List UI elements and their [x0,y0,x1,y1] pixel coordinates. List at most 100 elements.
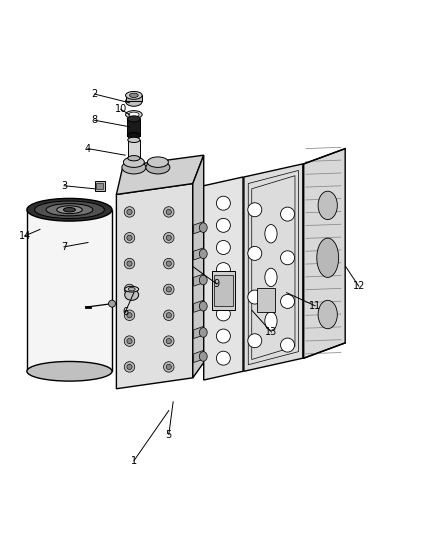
Ellipse shape [128,156,140,161]
Text: 4: 4 [85,143,91,154]
Text: 3: 3 [61,181,67,191]
Ellipse shape [57,206,82,214]
Ellipse shape [128,138,140,142]
Ellipse shape [27,361,112,381]
Ellipse shape [265,224,277,243]
Circle shape [248,246,262,261]
Text: 10: 10 [115,104,127,114]
Circle shape [166,364,171,369]
Circle shape [163,284,174,295]
Text: 14: 14 [18,231,31,241]
Text: 2: 2 [92,89,98,99]
Ellipse shape [126,96,142,106]
Text: 13: 13 [265,327,278,337]
Circle shape [166,338,171,344]
Ellipse shape [126,111,142,118]
Text: 11: 11 [309,301,321,311]
Circle shape [127,338,132,344]
Ellipse shape [148,157,168,167]
Ellipse shape [199,352,207,361]
Circle shape [124,310,135,320]
Polygon shape [27,210,112,372]
Circle shape [127,235,132,240]
Bar [257,288,276,312]
Polygon shape [126,95,142,101]
Circle shape [163,232,174,243]
Ellipse shape [199,223,207,232]
Circle shape [281,207,294,221]
Polygon shape [194,222,204,234]
Ellipse shape [27,198,112,221]
Polygon shape [194,248,204,260]
Circle shape [109,300,116,307]
Polygon shape [194,326,204,338]
Ellipse shape [199,249,207,259]
Ellipse shape [122,161,146,174]
Ellipse shape [125,286,139,292]
Circle shape [166,235,171,240]
Bar [212,271,235,310]
Circle shape [166,261,171,266]
Ellipse shape [130,93,138,98]
Ellipse shape [265,268,277,287]
Circle shape [216,240,230,254]
Circle shape [127,313,132,318]
Ellipse shape [35,201,104,219]
Ellipse shape [199,302,207,311]
Ellipse shape [124,157,145,167]
Circle shape [163,207,174,217]
Circle shape [127,209,132,215]
Polygon shape [194,274,204,286]
Circle shape [281,251,294,265]
Polygon shape [304,149,345,358]
Circle shape [124,284,135,295]
Ellipse shape [128,287,135,291]
Circle shape [166,287,171,292]
Circle shape [216,196,230,210]
Text: 8: 8 [92,115,98,125]
Ellipse shape [318,300,337,329]
Text: 12: 12 [353,281,365,291]
Circle shape [166,209,171,215]
Circle shape [127,261,132,266]
Ellipse shape [125,289,139,300]
Polygon shape [193,155,204,378]
Circle shape [127,287,132,292]
Bar [127,119,141,135]
Bar [214,275,233,306]
Circle shape [124,232,135,243]
Bar [95,181,106,190]
Circle shape [127,364,132,369]
Polygon shape [117,155,204,195]
Text: 6: 6 [122,308,128,317]
Ellipse shape [127,116,141,122]
Circle shape [248,334,262,348]
Ellipse shape [265,312,277,330]
Circle shape [248,290,262,304]
Circle shape [216,263,230,277]
Ellipse shape [46,204,93,216]
Ellipse shape [317,238,339,277]
Bar [128,140,140,158]
Ellipse shape [129,112,139,117]
Polygon shape [244,164,303,372]
Ellipse shape [199,328,207,337]
Polygon shape [117,183,193,389]
Circle shape [124,207,135,217]
Polygon shape [194,350,204,362]
Ellipse shape [127,133,141,139]
Circle shape [216,285,230,299]
Circle shape [216,329,230,343]
Bar [96,183,103,189]
Circle shape [216,219,230,232]
Circle shape [216,351,230,365]
Text: 1: 1 [131,456,137,466]
Circle shape [163,362,174,372]
Circle shape [163,259,174,269]
Circle shape [281,338,294,352]
Polygon shape [194,300,204,312]
Circle shape [124,336,135,346]
Polygon shape [204,177,243,380]
Text: 7: 7 [61,242,67,252]
Text: 5: 5 [166,430,172,440]
